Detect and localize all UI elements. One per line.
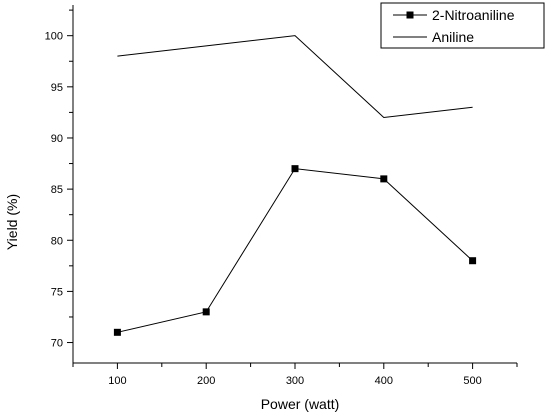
y-tick-label: 70 bbox=[51, 338, 63, 350]
data-point bbox=[113, 328, 121, 336]
axes bbox=[72, 5, 517, 364]
series-2-nitroaniline bbox=[113, 165, 477, 336]
y-ticks: 70 75 80 85 90 95 100 bbox=[45, 9, 73, 350]
x-tick-label: 100 bbox=[108, 375, 126, 387]
x-tick-label: 500 bbox=[463, 375, 481, 387]
x-tick-label: 400 bbox=[375, 375, 393, 387]
x-axis-title: Power (watt) bbox=[261, 396, 340, 412]
x-tick-label: 300 bbox=[286, 375, 304, 387]
y-tick-label: 80 bbox=[51, 235, 63, 247]
legend-label-aniline: Aniline bbox=[432, 29, 474, 45]
series-layer bbox=[113, 35, 477, 336]
legend-label-2-nitroaniline: 2-Nitroaniline bbox=[432, 7, 515, 23]
y-tick-label: 100 bbox=[45, 31, 63, 43]
x-tick-label: 200 bbox=[197, 375, 215, 387]
data-point bbox=[380, 175, 388, 183]
series-line bbox=[117, 35, 473, 119]
series-aniline bbox=[117, 35, 473, 119]
legend: 2-Nitroaniline Aniline bbox=[380, 2, 545, 49]
y-tick-label: 75 bbox=[51, 286, 63, 298]
legend-box bbox=[380, 2, 545, 49]
x-ticks: 100 200 300 400 500 bbox=[72, 363, 518, 387]
y-tick-label: 90 bbox=[51, 133, 63, 145]
data-point bbox=[469, 257, 477, 265]
y-tick-label: 95 bbox=[51, 82, 63, 94]
legend-marker-2-nitroaniline bbox=[406, 11, 414, 19]
data-point bbox=[291, 165, 299, 173]
data-point bbox=[202, 308, 210, 316]
series-line bbox=[117, 168, 473, 333]
y-axis-title: Yield (%) bbox=[4, 194, 20, 250]
y-tick-label: 85 bbox=[51, 184, 63, 196]
